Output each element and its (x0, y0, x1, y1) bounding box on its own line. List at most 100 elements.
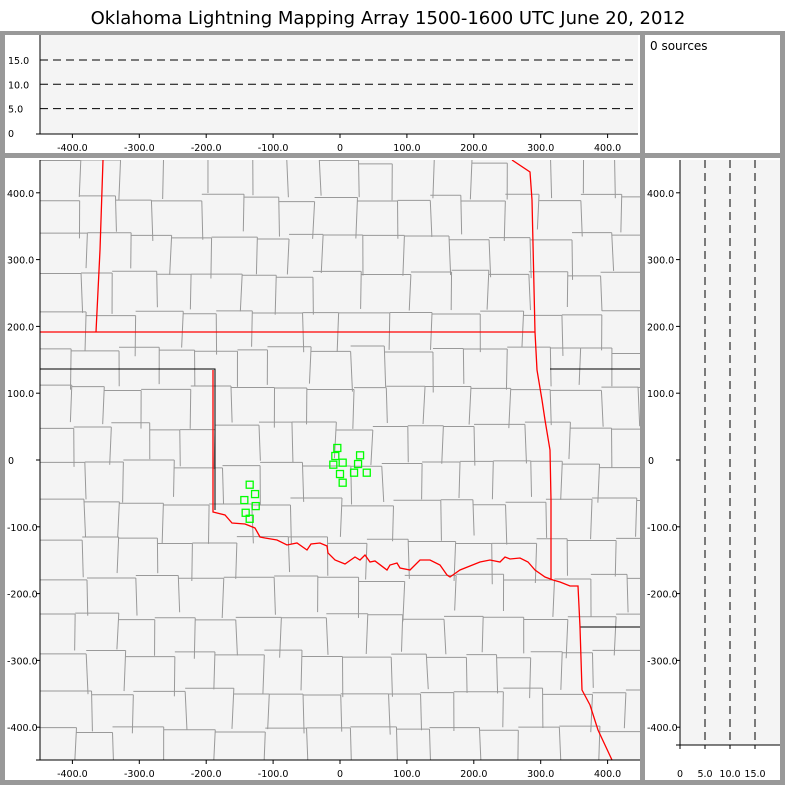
county-border (422, 386, 426, 425)
lma-station-marker (245, 480, 254, 489)
map-x-tick-label: 300.0 (527, 769, 554, 780)
county-border (262, 654, 265, 695)
county-border (458, 461, 461, 499)
x-tick-label: 0 (337, 143, 343, 154)
county-border (549, 347, 552, 387)
county-border (508, 388, 512, 429)
county-border (267, 694, 270, 730)
county-border (505, 504, 508, 545)
side-y-tick-label: -400.0 (647, 723, 678, 734)
county-border (308, 346, 312, 384)
county-border (408, 274, 412, 311)
county-border (301, 462, 305, 502)
county-border (135, 578, 138, 616)
county-border (210, 237, 213, 279)
county-border (173, 460, 175, 497)
county-border (623, 692, 627, 729)
x-tick-label: -300.0 (124, 143, 155, 154)
lma-station-marker (355, 451, 365, 460)
county-border (613, 616, 617, 656)
county-border (86, 579, 89, 616)
map-y-tick-label: 400.0 (7, 189, 34, 200)
county-border (320, 234, 324, 274)
county-border (184, 691, 188, 730)
county-border (381, 466, 385, 503)
county-border (279, 617, 282, 658)
county-border (352, 389, 355, 429)
side-x-tick-label: 10.0 (719, 769, 740, 780)
side-y-tick-label: -200.0 (647, 590, 678, 601)
county-border (568, 422, 571, 460)
county-border (642, 272, 643, 308)
county-border (530, 460, 533, 497)
county-border (74, 727, 78, 760)
county-border (488, 239, 492, 278)
county-border (81, 540, 84, 578)
county-border (478, 727, 482, 760)
county-border (580, 200, 583, 237)
side-x-tick-label: 5.0 (697, 769, 712, 780)
source-count-label: 0 sources (650, 39, 708, 53)
map-y-tick-label: 300.0 (7, 256, 34, 267)
map-x-tick-label: -300.0 (124, 769, 155, 780)
map-x-tick-label: 0 (337, 769, 343, 780)
county-border (545, 502, 548, 538)
county-border (80, 273, 84, 313)
county-border (255, 237, 258, 275)
county-border (306, 728, 309, 760)
county-border (611, 232, 615, 271)
x-tick-label: 300.0 (527, 143, 554, 154)
side-y-tick-label: -300.0 (647, 656, 678, 667)
county-border (123, 650, 127, 692)
side-y-tick-label: 200.0 (647, 322, 674, 333)
map-x-tick-label: 100.0 (393, 769, 420, 780)
county-border (565, 619, 569, 659)
county-border (620, 194, 623, 233)
title-bar (0, 0, 785, 31)
state-border-texas-panhandle (40, 368, 216, 510)
map-y-tick-label: 200.0 (7, 322, 34, 333)
county-border (289, 504, 292, 545)
county-border (150, 200, 154, 241)
map-y-tick-label: 100.0 (7, 389, 34, 400)
county-border (365, 613, 369, 655)
lma-station-marker (335, 469, 345, 479)
county-border (116, 536, 120, 574)
county-border (600, 390, 604, 427)
county-border (383, 346, 387, 388)
lma-station-marker (331, 451, 340, 461)
county-border (454, 575, 457, 611)
side-y-tick-label: 300.0 (647, 256, 674, 267)
county-border (529, 657, 532, 699)
county-border (441, 425, 444, 464)
state-border-red-river (212, 370, 613, 760)
county-border (429, 200, 433, 237)
x-tick-label: -200.0 (191, 143, 222, 154)
county-border (235, 542, 238, 579)
county-border (221, 467, 225, 505)
county-border (177, 575, 181, 613)
county-border (213, 729, 216, 760)
county-border (491, 461, 494, 500)
county-border (231, 688, 235, 729)
county-border (83, 499, 87, 538)
county-border (286, 239, 290, 275)
county-border (536, 194, 540, 230)
county-border (390, 657, 393, 697)
map-y-tick-label: -400.0 (7, 723, 38, 734)
county-border (600, 275, 603, 312)
county-border (258, 425, 261, 461)
county-border (273, 577, 276, 615)
map-x-tick-label: -400.0 (57, 769, 88, 780)
side-x-tick-label: 15.0 (744, 769, 765, 780)
county-border (286, 160, 289, 198)
county-border (156, 271, 158, 308)
x-tick-label: 400.0 (594, 143, 621, 154)
county-border (561, 315, 564, 356)
county-border (221, 578, 225, 618)
county-border (84, 311, 87, 351)
county-border (430, 312, 433, 350)
county-border (318, 160, 322, 196)
side-y-tick-label: 400.0 (647, 189, 674, 200)
